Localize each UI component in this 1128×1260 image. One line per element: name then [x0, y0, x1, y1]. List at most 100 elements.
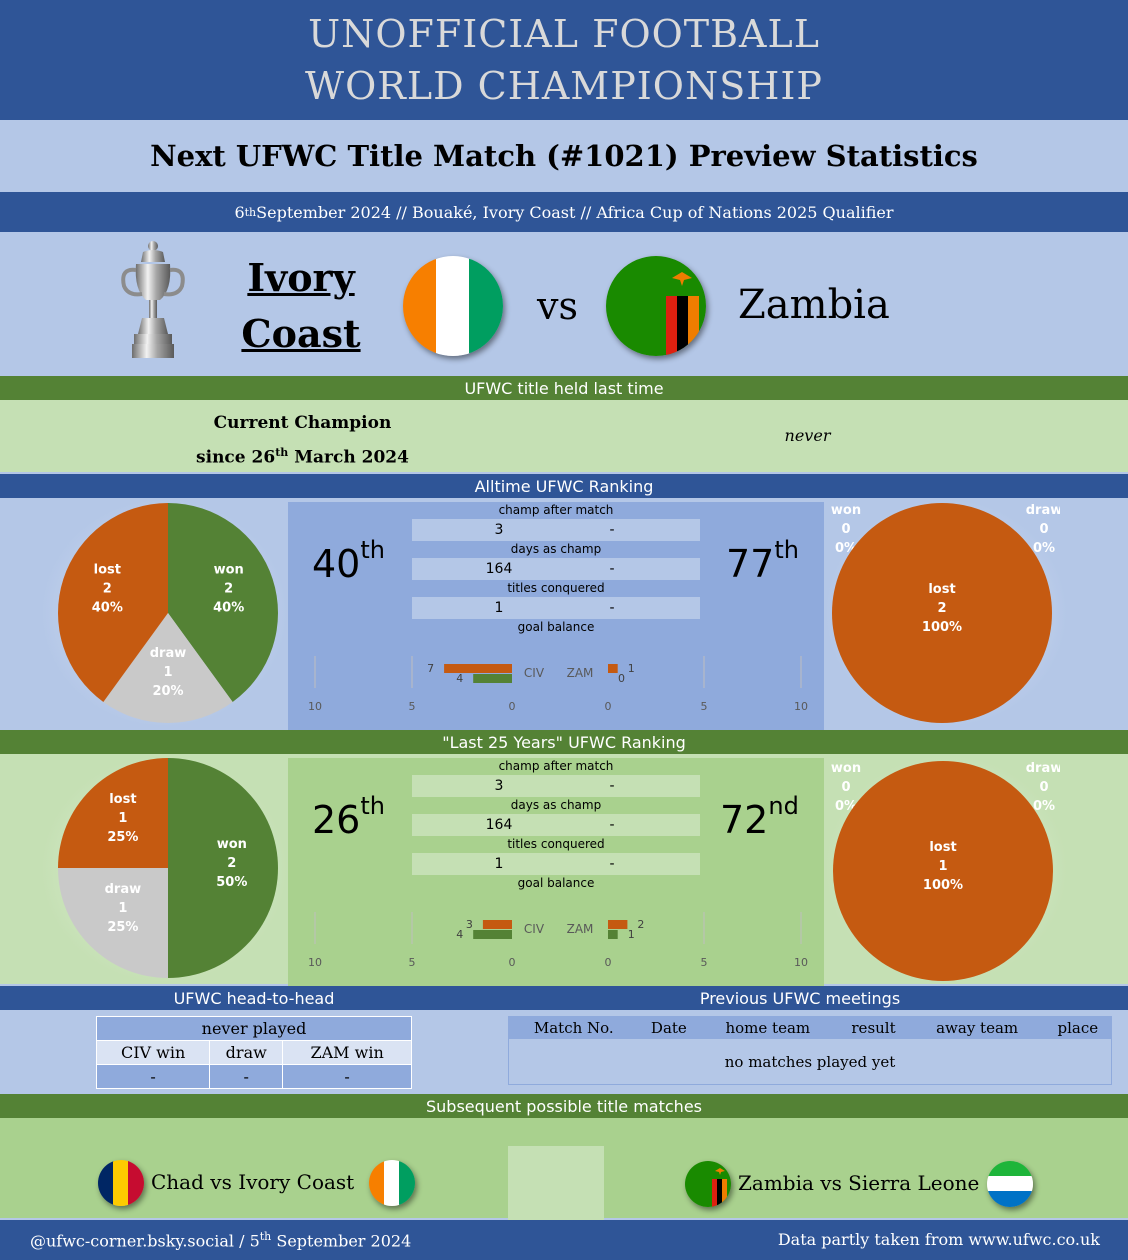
h2h-values-row: - - - [95, 1064, 412, 1089]
h2h-cols-row: CIV win draw ZAM win [95, 1040, 412, 1065]
pie-pct-lost: 40% [92, 600, 123, 615]
pie-slice-draw [58, 868, 168, 978]
stat-home-value: 3 [494, 778, 504, 794]
alltime-section-title: Alltime UFWC Ranking [0, 474, 1128, 498]
home-held-text: Current Champion since 26th March 2024 [160, 408, 445, 473]
pie-label-draw: draw [1026, 503, 1060, 518]
previous-meetings-table: Match No. Date home team result away tea… [508, 1016, 1113, 1085]
pie-value-draw: 0 [1039, 522, 1048, 537]
title-line-1: UNOFFICIAL FOOTBALL [308, 12, 820, 56]
held-date-post: March 2024 [288, 447, 409, 468]
stat-label: titles conquered [507, 581, 605, 595]
bar-axis-tick: 5 [409, 956, 416, 969]
info-day-suffix: th [244, 205, 257, 219]
bar-axis-tick: 10 [308, 700, 322, 713]
last25-away-rank-suffix: nd [768, 792, 799, 820]
pie-label-draw: draw [150, 646, 187, 661]
zambia-flag-icon [606, 256, 706, 356]
held-section-title: UFWC title held last time [0, 376, 1128, 400]
stat-away-value: - [609, 561, 615, 577]
pie-label-won: won [831, 761, 861, 776]
bar-value-lost-ZAM: 2 [637, 918, 644, 931]
stat-away-value: - [609, 600, 615, 616]
home-held-line-1: Current Champion [213, 413, 392, 433]
bar-axis-tick: 5 [701, 956, 708, 969]
chad-flag-icon [98, 1160, 144, 1206]
last25-goal-balance-chart: 34 CIV 21 ZAM 10 5 0 0 5 10 [308, 912, 808, 969]
bar-value-lost-CIV: 7 [427, 662, 434, 675]
footer: @ufwc-corner.bsky.social / 5th September… [0, 1220, 1128, 1260]
bar-lost-CIV [482, 920, 512, 929]
alltime-home-rank-number: 40 [312, 542, 361, 586]
pie-slice-lost [58, 503, 168, 702]
bar-value-lost-ZAM: 1 [628, 662, 635, 675]
pie-label-lost: lost [929, 840, 956, 855]
previous-section-title: Previous UFWC meetings [699, 988, 901, 1008]
previous-col: away team [909, 1016, 1045, 1039]
stat-row: 164 - [412, 558, 700, 580]
bar-value-won-ZAM: 0 [618, 672, 625, 685]
pie-label-draw: draw [105, 882, 142, 897]
pie-slice-lost [58, 758, 168, 868]
bar-value-won-CIV: 4 [456, 928, 463, 941]
bar-axis-tick: 10 [794, 956, 808, 969]
pie-label-won: won [831, 503, 861, 518]
pie-label-lost: lost [928, 582, 955, 597]
title-line-2: WORLD CHAMPIONSHIP [305, 64, 823, 108]
stat-label: goal balance [517, 876, 595, 890]
pie-slice-lost [833, 761, 1053, 981]
next-section-title: Subsequent possible title matches [0, 1094, 1128, 1118]
stat-row: 164 - [412, 814, 700, 836]
stat-home-value: 164 [485, 561, 513, 577]
pie-pct-draw: 20% [152, 684, 183, 699]
pie-label-lost: lost [94, 562, 121, 577]
pie-pct-draw: 0% [1033, 799, 1055, 814]
stat-label: champ after match [498, 503, 614, 517]
bar-lost-ZAM [608, 920, 628, 929]
footer-left-pre: @ufwc-corner.bsky.social / 5 [30, 1231, 260, 1251]
bar-value-lost-CIV: 3 [466, 918, 473, 931]
home-held-line-2: since 26th March 2024 [160, 438, 445, 473]
last25-home-rank: 26th [312, 792, 385, 842]
bar-axis-tick: 5 [409, 700, 416, 713]
pie-slice-won [168, 758, 278, 978]
pie-value-won: 0 [841, 522, 850, 537]
previous-col: Match No. [508, 1016, 640, 1039]
bar-axis-tick: 5 [701, 700, 708, 713]
held-date-suffix: th [275, 446, 289, 459]
pie-value-lost: 2 [937, 601, 946, 616]
pie-value-draw: 1 [118, 901, 127, 916]
h2h-section-title: UFWC head-to-head [173, 988, 335, 1008]
stat-home-value: 1 [494, 856, 504, 872]
stat-away-value: - [609, 817, 615, 833]
pie-pct-won: 40% [213, 600, 244, 615]
page-subtitle: Next UFWC Title Match (#1021) Preview St… [0, 120, 1128, 192]
bar-axis-tick: 10 [308, 956, 322, 969]
stat-away-value: - [609, 856, 615, 872]
next-match-right: Zambia vs Sierra Leone [738, 1171, 980, 1195]
h2h-value-away: - [282, 1064, 412, 1089]
h2h-col-away: ZAM win [282, 1040, 412, 1065]
pie-label-draw: draw [1026, 761, 1060, 776]
alltime-home-rank: 40th [312, 536, 385, 586]
bar-team-label-CIV: CIV [524, 922, 545, 936]
h2h-value-home: - [95, 1064, 211, 1089]
stat-away-value: - [609, 778, 615, 794]
alltime-away-rank-number: 77 [726, 542, 775, 586]
bar-axis-tick: 0 [605, 700, 612, 713]
home-team-name: Ivory Coast [236, 250, 366, 362]
pie-value-draw: 0 [1039, 780, 1048, 795]
stat-row: 3- [412, 775, 700, 797]
footer-left: @ufwc-corner.bsky.social / 5th September… [30, 1230, 411, 1250]
stat-home-value: 1 [494, 600, 504, 616]
h2h-header-row: never played [96, 1016, 412, 1041]
previous-empty-message: no matches played yet [508, 1038, 1112, 1085]
alltime-away-rank-suffix: th [774, 536, 799, 564]
stat-label: days as champ [510, 798, 602, 812]
last25-home-rank-suffix: th [360, 792, 385, 820]
match-area [0, 232, 1128, 376]
h2h-col-home: CIV win [95, 1040, 211, 1065]
trophy-icon [121, 241, 185, 358]
